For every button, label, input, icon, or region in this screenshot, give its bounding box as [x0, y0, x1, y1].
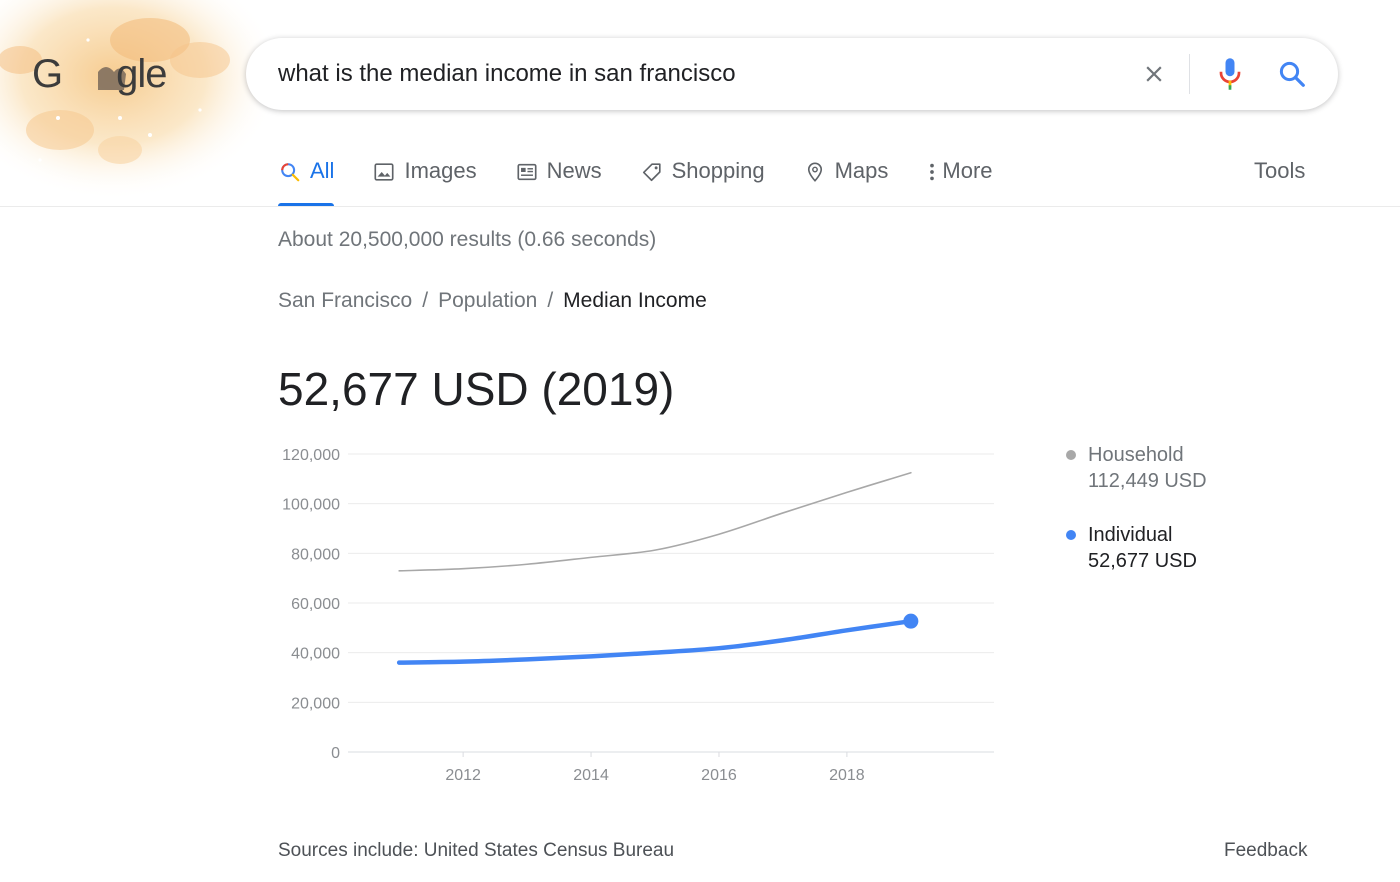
y-tick-label: 120,000 [282, 447, 340, 464]
clear-button[interactable] [1136, 56, 1172, 92]
legend-individual[interactable]: Individual 52,677 USD [1066, 522, 1207, 574]
breadcrumb-san-francisco[interactable]: San Francisco [278, 289, 413, 312]
y-tick-label: 60,000 [291, 596, 340, 613]
tab-label: All [310, 158, 335, 183]
tabs-divider [0, 206, 1400, 207]
legend-household[interactable]: Household 112,449 USD [1066, 442, 1207, 494]
y-tick-label: 20,000 [291, 695, 340, 712]
tools-button[interactable]: Tools [1254, 158, 1306, 183]
tag-icon [640, 160, 664, 184]
voice-search-button[interactable] [1212, 54, 1248, 94]
doodle-background [0, 0, 270, 200]
map-pin-icon [803, 160, 827, 184]
tab-shopping[interactable]: Shopping [640, 150, 765, 207]
search-icon [1279, 61, 1305, 87]
legend-dot-household [1066, 450, 1076, 460]
more-vert-icon [926, 160, 938, 184]
search-box [246, 38, 1338, 110]
tab-label: More [942, 158, 993, 183]
series-line-individual [396, 618, 914, 665]
x-tick-label: 2016 [701, 767, 737, 784]
tab-label: Shopping [671, 158, 765, 183]
y-tick-label: 80,000 [291, 546, 340, 563]
breadcrumb-population[interactable]: Population [438, 289, 538, 312]
chart-legend: Household 112,449 USD Individual 52,677 … [1066, 442, 1207, 602]
breadcrumb: San Francisco / Population / Median Inco… [278, 289, 707, 313]
breadcrumb-separator: / [547, 289, 554, 312]
tab-all[interactable]: All [278, 150, 335, 207]
median-income-chart: 020,00040,00060,00080,000100,000120,000 … [282, 447, 994, 784]
tab-label: News [546, 158, 602, 183]
tab-label: Images [404, 158, 477, 183]
legend-individual-value: 52,677 USD [1088, 550, 1197, 572]
y-tick-label: 100,000 [282, 497, 340, 514]
image-icon [372, 160, 396, 184]
y-tick-label: 0 [331, 745, 340, 762]
series-line-household [398, 471, 912, 572]
x-tick-label: 2014 [573, 767, 609, 784]
x-tick-label: 2018 [829, 767, 865, 784]
result-stats: About 20,500,000 results (0.66 seconds) [278, 228, 657, 251]
search-input[interactable] [278, 56, 1098, 92]
breadcrumb-separator: / [422, 289, 429, 312]
tab-more[interactable]: More [926, 150, 993, 207]
x-tick-label: 2012 [445, 767, 481, 784]
tab-label: Maps [834, 158, 889, 183]
answer-value: 52,677 USD (2019) [278, 363, 675, 415]
breadcrumb-median-income: Median Income [563, 289, 707, 312]
tab-maps[interactable]: Maps [803, 150, 889, 207]
sources: Sources include: United States Census Bu… [278, 840, 674, 862]
tab-images[interactable]: Images [372, 150, 477, 207]
mic-icon [1219, 58, 1241, 90]
legend-household-value: 112,449 USD [1088, 470, 1207, 492]
feedback-link[interactable]: Feedback [1224, 840, 1308, 861]
tab-news[interactable]: News [515, 150, 602, 207]
series-point-individual-latest [903, 613, 919, 629]
sources-link[interactable]: United States Census Bureau [423, 840, 675, 861]
legend-household-name: Household [1088, 444, 1184, 466]
search-tabs: All Images News S [278, 150, 1031, 207]
news-icon [515, 160, 539, 184]
sources-prefix: Sources include: [278, 840, 424, 861]
search-divider [1189, 54, 1190, 94]
legend-dot-individual [1066, 530, 1076, 540]
y-tick-label: 40,000 [291, 646, 340, 663]
search-button[interactable] [1272, 54, 1312, 94]
legend-individual-name: Individual [1088, 524, 1173, 546]
close-icon [1146, 66, 1162, 82]
search-icon [278, 160, 302, 184]
